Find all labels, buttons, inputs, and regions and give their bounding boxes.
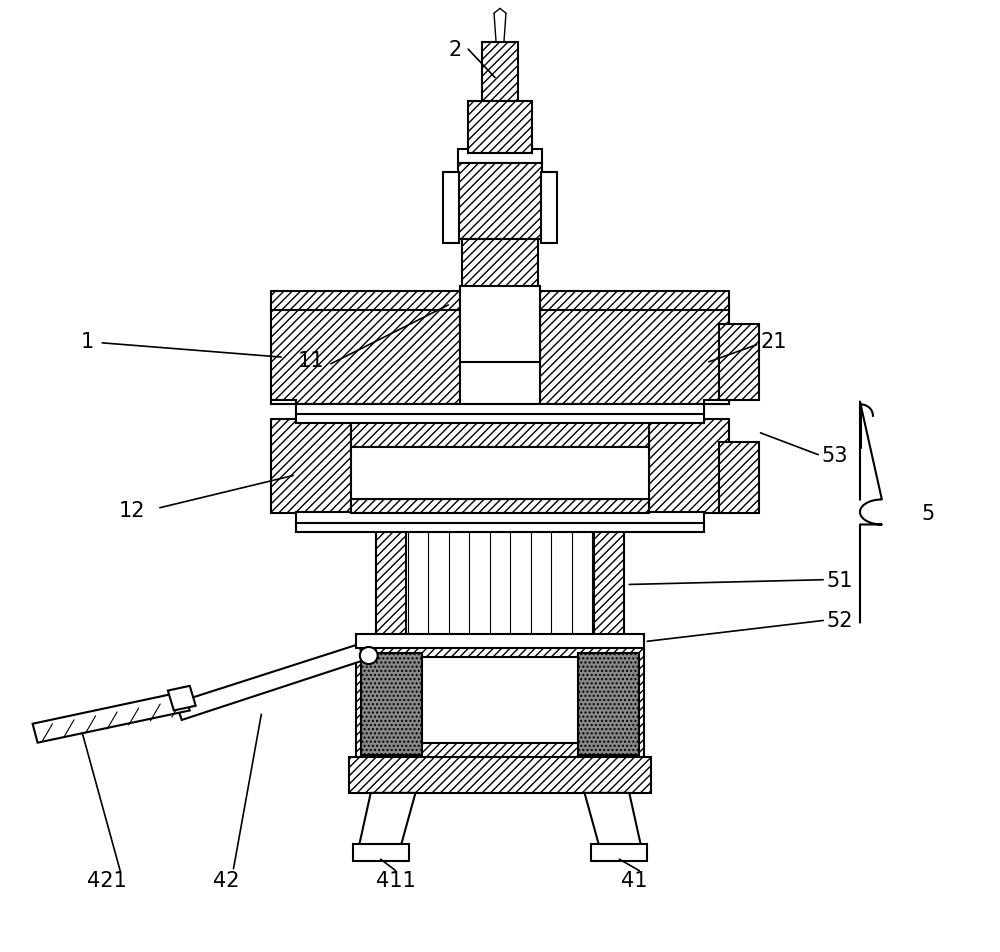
Bar [406,528,594,637]
Bar [296,524,704,533]
Text: 21: 21 [760,331,787,351]
Text: 11: 11 [298,350,324,370]
Bar [719,443,759,514]
Polygon shape [462,239,538,296]
Bar [594,528,624,637]
Polygon shape [468,102,532,154]
Text: 42: 42 [213,870,240,890]
Polygon shape [176,645,364,720]
Polygon shape [271,306,460,405]
Bar [376,528,406,637]
Bar [271,291,460,310]
Bar [460,287,540,363]
Bar [578,653,639,755]
Text: 1: 1 [81,331,94,351]
Bar [349,757,651,793]
Text: 2: 2 [449,40,462,60]
Polygon shape [540,306,729,405]
Polygon shape [458,149,542,164]
Polygon shape [359,793,415,847]
Polygon shape [470,296,530,344]
Polygon shape [296,512,704,526]
Bar [361,653,422,755]
Polygon shape [271,419,351,514]
Bar [353,844,409,862]
Bar [540,291,729,310]
Bar [443,173,459,244]
Bar [296,414,704,424]
Text: 41: 41 [621,870,648,890]
Text: 51: 51 [826,570,853,590]
Circle shape [360,647,378,664]
Bar [351,447,649,500]
Polygon shape [649,419,729,514]
Text: 5: 5 [921,504,934,524]
Text: 53: 53 [821,446,848,466]
Polygon shape [351,500,649,514]
Polygon shape [351,419,649,447]
Text: 52: 52 [826,611,853,631]
Polygon shape [482,43,518,102]
Text: 421: 421 [87,870,127,890]
Text: 411: 411 [376,870,415,890]
Polygon shape [458,164,542,239]
Polygon shape [585,793,641,847]
Polygon shape [168,686,196,711]
Bar [422,658,578,743]
Polygon shape [33,692,190,743]
Bar [356,634,644,648]
Bar [591,844,647,862]
Polygon shape [271,400,729,419]
Text: 12: 12 [119,500,145,520]
Bar [719,325,759,400]
Bar [541,173,557,244]
Polygon shape [356,646,644,760]
